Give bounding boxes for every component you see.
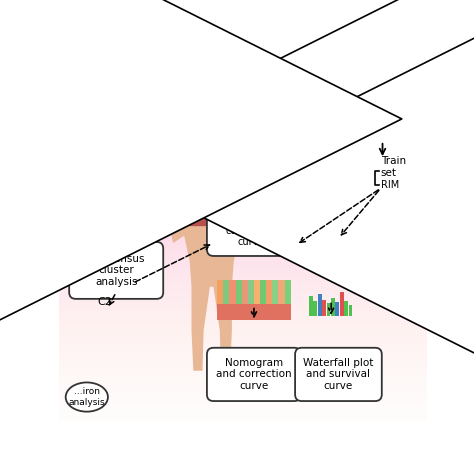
Text: Consensus
cluster
analysis: Consensus cluster analysis	[88, 254, 145, 287]
Bar	[229, 304, 236, 319]
Polygon shape	[168, 163, 256, 371]
Text: Clear cell
renal cell
carcinoma: Clear cell renal cell carcinoma	[89, 179, 144, 212]
Bar	[223, 304, 229, 319]
FancyBboxPatch shape	[69, 242, 163, 299]
Bar	[318, 294, 322, 316]
Bar	[266, 280, 272, 304]
Bar	[254, 280, 260, 304]
Text: TME and
TIDE analysis: TME and TIDE analysis	[304, 205, 373, 227]
Bar	[272, 280, 278, 304]
Bar	[266, 304, 272, 319]
Bar	[254, 304, 260, 319]
Bar	[284, 280, 291, 304]
Bar	[236, 304, 242, 319]
Bar	[322, 300, 326, 316]
Bar	[242, 304, 248, 319]
Text: Differentially
expressed
gene analysis: Differentially expressed gene analysis	[251, 102, 323, 136]
Text: Analysis:heat
map/Kaplan-
Meier
curves/ROC
curves: Analysis:heat map/Kaplan- Meier curves/R…	[221, 191, 287, 247]
FancyBboxPatch shape	[207, 348, 301, 401]
Text: C2: C2	[98, 297, 113, 307]
Bar	[349, 305, 353, 316]
Text: Nomogram
and correction
curve: Nomogram and correction curve	[216, 358, 292, 391]
Bar	[344, 301, 348, 316]
FancyBboxPatch shape	[295, 186, 382, 245]
Bar	[223, 280, 229, 304]
FancyBboxPatch shape	[215, 191, 237, 226]
Bar	[278, 280, 284, 304]
FancyBboxPatch shape	[73, 94, 160, 147]
Bar	[248, 304, 254, 319]
Text: Train
set: Train set	[381, 156, 406, 178]
Bar	[284, 304, 291, 319]
Bar	[340, 292, 344, 316]
Bar	[236, 280, 242, 304]
Bar	[217, 304, 223, 319]
Bar	[327, 303, 330, 316]
FancyBboxPatch shape	[295, 348, 382, 401]
Bar	[272, 304, 278, 319]
Bar	[309, 296, 313, 316]
Bar	[260, 280, 266, 304]
FancyBboxPatch shape	[186, 191, 209, 226]
FancyBboxPatch shape	[69, 165, 163, 226]
Ellipse shape	[66, 383, 108, 411]
Text: Glutamine
Metabolism: Glutamine Metabolism	[86, 110, 146, 132]
Bar	[242, 280, 248, 304]
Bar	[248, 280, 254, 304]
Bar	[260, 304, 266, 319]
Bar	[331, 298, 335, 316]
Bar	[278, 304, 284, 319]
Bar	[229, 280, 236, 304]
Circle shape	[194, 118, 229, 153]
FancyBboxPatch shape	[240, 91, 334, 147]
Bar	[336, 302, 339, 316]
Bar	[217, 280, 223, 304]
Text: ...iron
analysis: ...iron analysis	[68, 387, 105, 407]
Bar	[313, 301, 317, 316]
Text: RIM: RIM	[381, 180, 399, 191]
FancyBboxPatch shape	[207, 182, 301, 256]
Polygon shape	[205, 154, 219, 163]
Text: Waterfall plot
and survival
curve: Waterfall plot and survival curve	[303, 358, 374, 391]
FancyBboxPatch shape	[401, 82, 434, 137]
